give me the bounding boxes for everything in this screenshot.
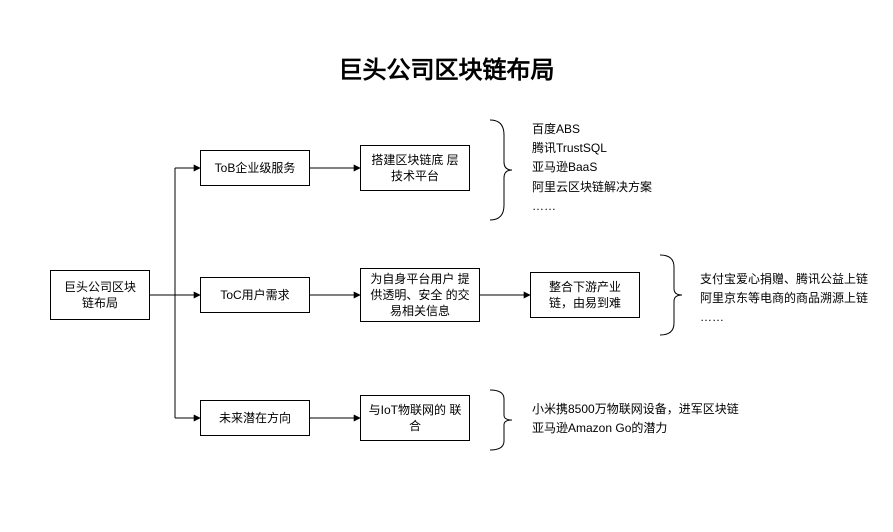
node-transparent: 为自身平台用户 提供透明、安全 的交易相关信息 — [360, 268, 480, 322]
brace-future — [490, 390, 520, 450]
node-toc: ToC用户需求 — [200, 277, 310, 313]
brace-toc — [660, 255, 690, 335]
annotation-toc-examples: 支付宝爱心捐赠、腾讯公益上链 阿里京东等电商的商品溯源上链 …… — [700, 270, 868, 328]
brace-tob — [490, 120, 520, 220]
annotation-future-examples: 小米携8500万物联网设备，进军区块链 亚马逊Amazon Go的潜力 — [532, 400, 739, 438]
annotation-tob-examples: 百度ABS 腾讯TrustSQL 亚马逊BaaS 阿里云区块链解决方案 …… — [532, 120, 652, 216]
diagram-title: 巨头公司区块链布局 — [0, 50, 893, 85]
node-downstream: 整合下游产业 链，由易到难 — [530, 272, 640, 318]
node-future: 未来潜在方向 — [200, 400, 310, 436]
node-platform: 搭建区块链底 层技术平台 — [360, 145, 470, 191]
node-root: 巨头公司区块 链布局 — [50, 270, 150, 320]
node-iot: 与IoT物联网的 联合 — [360, 395, 470, 441]
node-tob: ToB企业级服务 — [200, 150, 310, 186]
